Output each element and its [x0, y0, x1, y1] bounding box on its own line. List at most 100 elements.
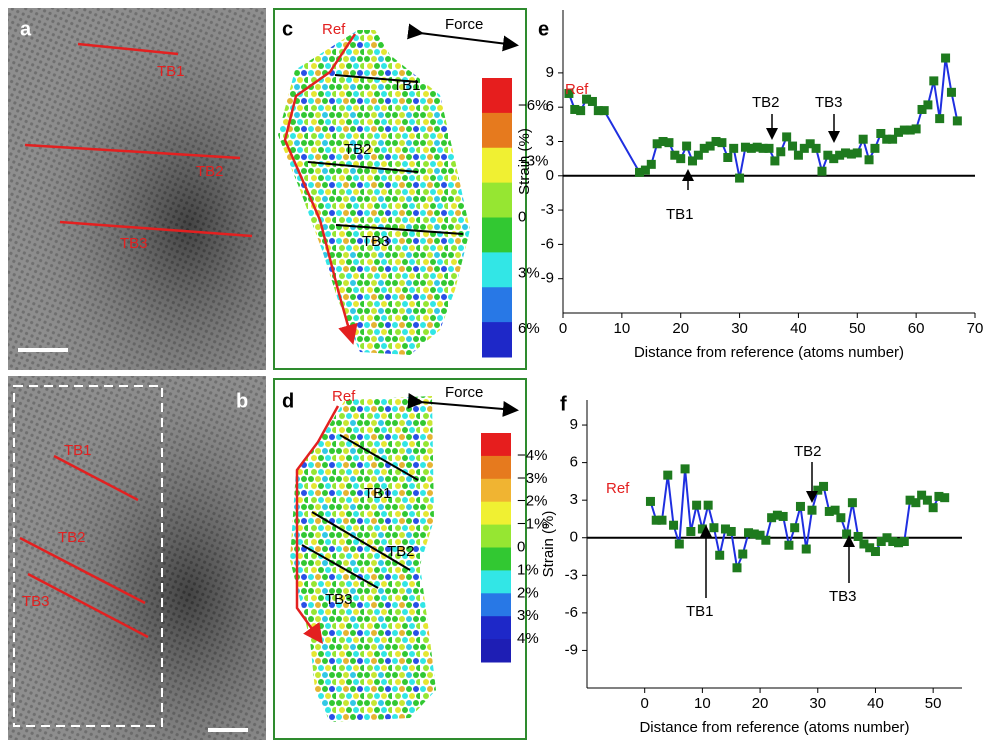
colorbar-label: −1% — [517, 516, 547, 533]
tb-line — [19, 536, 146, 605]
marker — [841, 148, 851, 158]
panel-label: e — [538, 18, 549, 40]
marker — [669, 520, 679, 530]
colorbar-label: 6% — [518, 320, 540, 337]
marker — [703, 500, 713, 510]
y-tick-label: -9 — [565, 641, 578, 658]
marker — [692, 500, 702, 510]
marker — [935, 114, 945, 124]
marker — [723, 152, 733, 162]
tb-line — [77, 42, 179, 56]
marker — [864, 155, 874, 165]
shading — [8, 8, 266, 370]
marker — [801, 544, 811, 554]
marker — [729, 143, 739, 153]
marker — [682, 141, 692, 151]
marker — [761, 535, 771, 545]
x-tick-label: 30 — [809, 695, 826, 712]
colorbar: −4% −3% −2% −1% 0 1% 2% 3% 4% — [481, 433, 547, 663]
series-line — [649, 468, 945, 572]
marker — [735, 173, 745, 183]
marker — [790, 523, 800, 533]
marker — [793, 150, 803, 160]
force-label: Force — [445, 384, 483, 401]
annotation: Ref — [606, 480, 630, 497]
marker — [836, 513, 846, 523]
marker — [824, 506, 834, 516]
strain-map — [278, 30, 470, 355]
colorbar-segment — [482, 287, 512, 323]
marker — [744, 528, 754, 538]
marker — [922, 495, 932, 505]
y-tick-label: -6 — [541, 235, 554, 252]
marker — [905, 125, 915, 135]
colorbar-segment — [481, 433, 511, 457]
marker — [570, 104, 580, 114]
colorbar-label: 0 — [518, 208, 526, 225]
force-arrow — [407, 393, 519, 417]
dashed-box — [13, 385, 163, 727]
marker — [776, 147, 786, 157]
annotation: Ref — [565, 81, 589, 98]
x-tick-label: 70 — [967, 320, 983, 337]
tb-line — [301, 544, 379, 589]
marker — [929, 76, 939, 86]
marker — [859, 539, 869, 549]
marker — [811, 143, 821, 153]
tb-line — [27, 572, 149, 639]
annotation: TB3 — [22, 593, 50, 610]
x-tick-label: 10 — [694, 695, 711, 712]
marker — [772, 510, 782, 520]
y-axis-label: Strain (%) — [540, 511, 557, 578]
panel-d: d Ref Force TB1 TB2 TB3 −4% −3% −2% −1% 0 1% 2… — [273, 378, 547, 740]
colorbar-segment — [481, 570, 511, 594]
marker — [687, 156, 697, 166]
tb-line — [307, 161, 419, 173]
marker — [640, 165, 650, 175]
tb-line — [53, 454, 139, 502]
marker — [686, 526, 696, 536]
marker — [888, 134, 898, 144]
marker — [770, 156, 780, 166]
marker — [842, 529, 852, 539]
marker — [823, 150, 833, 160]
marker — [807, 505, 817, 515]
x-tick-label: 30 — [731, 320, 748, 337]
marker — [911, 498, 921, 508]
marker — [819, 481, 829, 491]
marker — [858, 134, 868, 144]
marker — [732, 563, 742, 573]
marker — [593, 106, 603, 116]
y-tick-label: -9 — [541, 270, 554, 287]
colorbar-segment — [481, 501, 511, 526]
x-tick-label: 50 — [849, 320, 866, 337]
strain-map — [290, 396, 436, 722]
marker — [658, 136, 668, 146]
marker — [635, 167, 645, 177]
colorbar-segment — [481, 616, 511, 640]
marker — [767, 513, 777, 523]
marker — [829, 154, 839, 164]
ref-label: Ref — [332, 388, 356, 405]
annotation: TB1 — [64, 442, 92, 459]
marker — [652, 139, 662, 149]
marker — [576, 106, 586, 116]
marker — [852, 148, 862, 158]
y-tick-label: -6 — [565, 604, 578, 621]
colorbar-segment — [482, 252, 512, 288]
marker — [715, 550, 725, 560]
colorbar-segment — [482, 182, 512, 218]
marker — [835, 150, 845, 160]
marker — [805, 139, 815, 149]
marker — [876, 128, 886, 138]
y-tick-label: 0 — [546, 167, 554, 184]
tb-line — [59, 220, 253, 238]
marker — [853, 531, 863, 541]
y-tick-label: 0 — [570, 529, 578, 546]
annotation: TB2 — [58, 529, 86, 546]
colorbar: −6% −3% 0 3% 6% — [482, 78, 548, 358]
marker — [752, 142, 762, 152]
colorbar-label: −3% — [518, 153, 548, 170]
